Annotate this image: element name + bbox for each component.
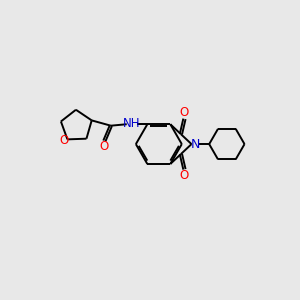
Text: O: O xyxy=(180,169,189,182)
Text: O: O xyxy=(59,134,68,147)
Text: N: N xyxy=(191,138,200,151)
Text: NH: NH xyxy=(123,117,141,130)
Text: O: O xyxy=(99,140,108,153)
Text: O: O xyxy=(180,106,189,119)
